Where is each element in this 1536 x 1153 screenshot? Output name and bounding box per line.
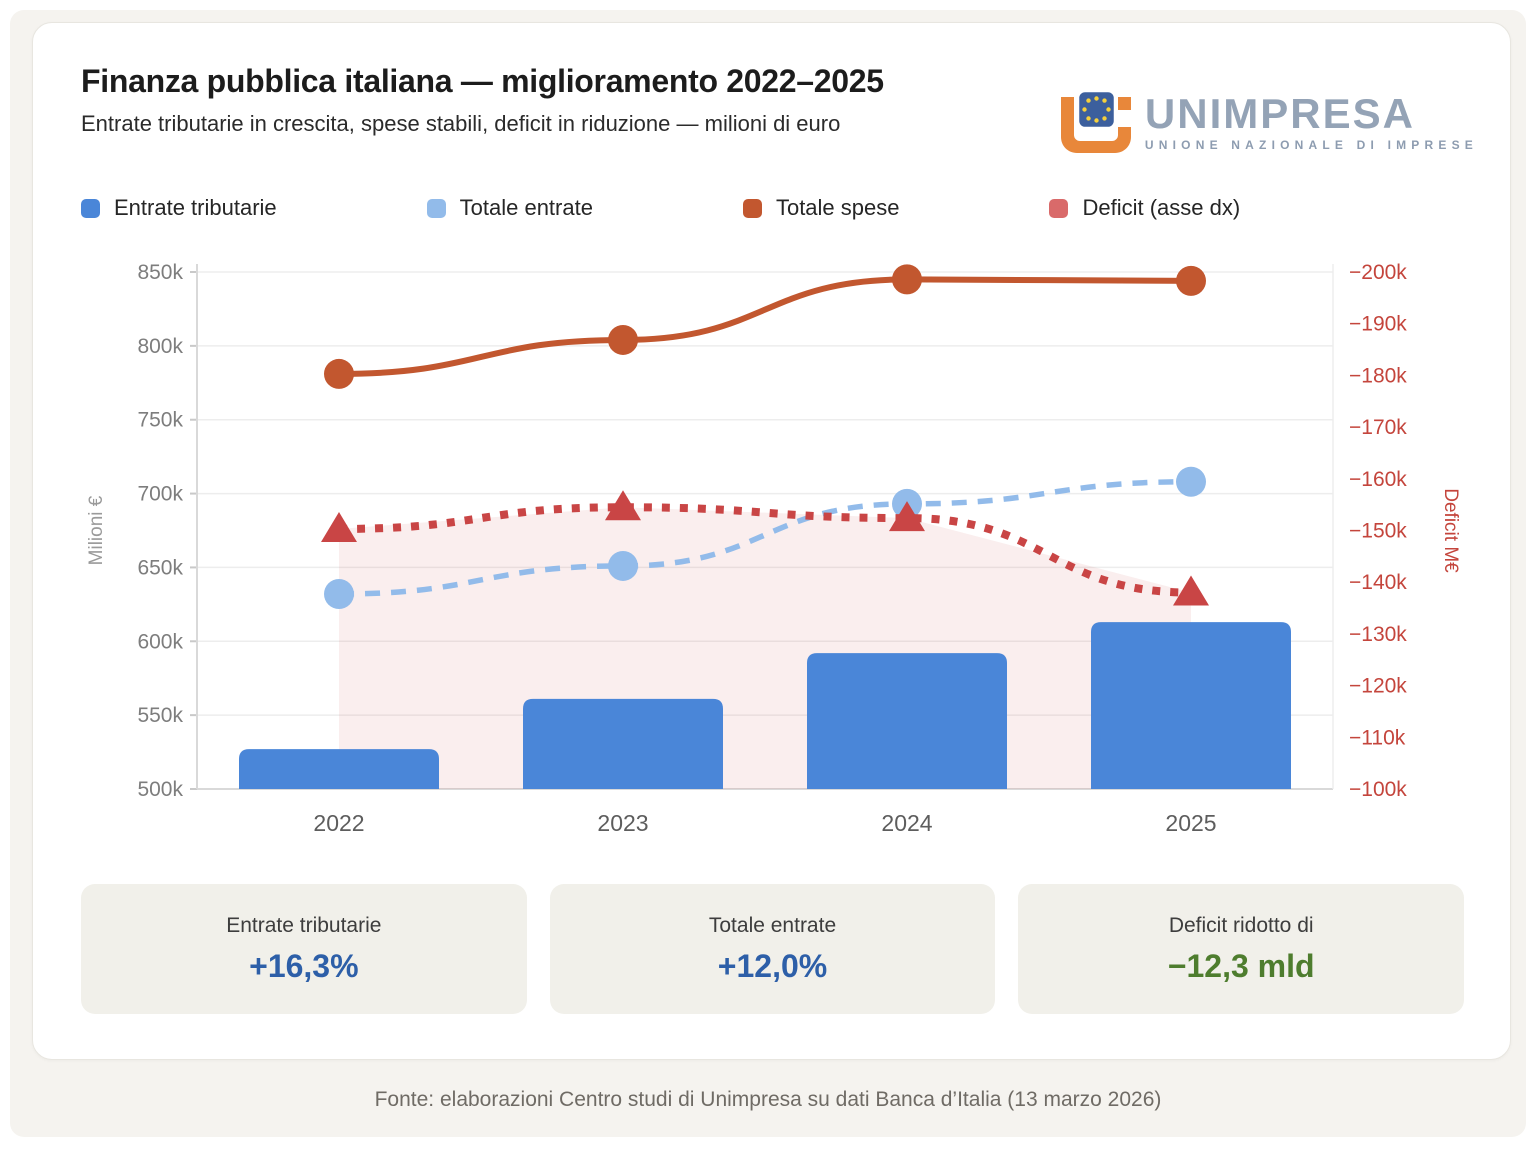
- legend-swatch-totale-entrate: [426, 198, 446, 218]
- chart-canvas: 850k 800k 750k 700k 650k 600k 550k 500k −200k −19…: [86, 261, 1461, 836]
- left-tick-label: 700k: [137, 483, 183, 506]
- entrate-point-2025: [1176, 466, 1206, 497]
- logo-tagline: UNIONE NAZIONALE DI IMPRESE: [1144, 138, 1478, 152]
- entrate-point-2022: [324, 579, 354, 610]
- page-subtitle: Entrate tributarie in crescita, spese st…: [81, 111, 841, 136]
- x-axis-label: 2025: [1165, 810, 1216, 831]
- deficit-area: [339, 507, 1191, 789]
- right-tick-label: −160k: [1349, 468, 1407, 491]
- legend-label: Totale spese: [775, 195, 900, 220]
- x-axis-label: 2023: [597, 810, 648, 831]
- stat-card-label: Entrate tributarie: [226, 913, 382, 937]
- right-tick-label: −100k: [1349, 778, 1407, 801]
- deficit-line: [338, 503, 1192, 597]
- legend-item-deficit[interactable]: Deficit (asse dx): [1049, 195, 1240, 221]
- right-tick-label: −140k: [1349, 571, 1407, 594]
- logo-name: UNIMPRESA: [1144, 90, 1415, 137]
- right-tick-label: −120k: [1349, 675, 1407, 698]
- left-tick-label: 600k: [137, 630, 183, 653]
- source-note: Fonte: elaborazioni Centro studi di Unim…: [374, 1088, 1162, 1111]
- spese-point-2024: [892, 264, 922, 295]
- stat-cards: Entrate tributarie +16,3% Totale entrate…: [81, 884, 1465, 1014]
- right-tick-label: −180k: [1349, 364, 1407, 387]
- deficit-point-2025: [1173, 575, 1209, 606]
- entrate-point-2023: [608, 550, 638, 581]
- stat-card-value: −12,3 mld: [1167, 947, 1315, 984]
- left-tick-label: 550k: [137, 704, 183, 727]
- left-tick-label: 650k: [137, 556, 183, 579]
- stat-card-deficit: Deficit ridotto di −12,3 mld: [1018, 884, 1465, 1014]
- deficit-point-2023: [605, 490, 641, 521]
- bar-2023: [523, 698, 723, 789]
- chart-panel: Finanza pubblica italiana — migliorament…: [32, 22, 1511, 1060]
- legend-swatch-entrate-tributarie: [81, 198, 100, 218]
- deficit-point-2024: [889, 501, 925, 532]
- left-tick-label: 750k: [137, 409, 183, 432]
- legend-label: Deficit (asse dx): [1082, 195, 1241, 220]
- page-title: Finanza pubblica italiana — migliorament…: [81, 63, 884, 99]
- left-tick-label: 500k: [137, 778, 183, 801]
- deficit-point-2022: [321, 511, 357, 542]
- bar-2024: [807, 653, 1007, 789]
- left-tick-label: 850k: [137, 261, 183, 284]
- right-tick-label: −170k: [1349, 416, 1407, 439]
- page-background: Finanza pubblica italiana — migliorament…: [10, 10, 1526, 1137]
- x-axis-label: 2022: [313, 810, 364, 831]
- right-tick-label: −130k: [1349, 623, 1407, 646]
- combo-chart: 850k 800k 750k 700k 650k 600k 550k 500k −200k −19…: [86, 251, 1461, 836]
- x-axis-label: 2024: [881, 810, 932, 831]
- right-tick-label: −190k: [1349, 313, 1407, 336]
- right-tick-label: −200k: [1349, 261, 1407, 284]
- unimpresa-logo: UNIMPRESA UNIONE NAZIONALE DI IMPRESE: [1057, 89, 1478, 158]
- right-tick-label: −150k: [1349, 520, 1407, 543]
- stat-card-label: Totale entrate: [708, 913, 837, 937]
- stat-card-totale-entrate: Totale entrate +12,0%: [549, 884, 996, 1014]
- legend-item-totale-spese[interactable]: Totale spese: [742, 195, 900, 221]
- chart-legend: Entrate tributarie Totale entrate Totale…: [81, 195, 1240, 221]
- stat-card-value: +12,0%: [717, 947, 828, 984]
- spese-line: [338, 276, 1192, 377]
- stat-card-entrate-tributarie: Entrate tributarie +16,3%: [81, 884, 527, 1014]
- unimpresa-logo-icon: [1057, 89, 1135, 158]
- spese-point-2023: [608, 324, 638, 355]
- bar-2022: [239, 749, 439, 789]
- legend-label: Totale entrate: [459, 195, 593, 220]
- legend-swatch-totale-spese: [742, 198, 762, 218]
- spese-point-2022: [324, 358, 354, 389]
- legend-label: Entrate tributarie: [114, 195, 277, 220]
- legend-swatch-deficit: [1049, 198, 1069, 218]
- bar-2025: [1091, 622, 1291, 789]
- stat-card-value: +16,3%: [249, 947, 359, 984]
- left-axis-title: Milioni €: [86, 495, 107, 565]
- right-axis-title: Deficit M€: [1440, 488, 1461, 573]
- left-tick-label: 800k: [137, 335, 183, 358]
- stat-card-label: Deficit ridotto di: [1168, 913, 1314, 937]
- legend-item-entrate-tributarie[interactable]: Entrate tributarie: [81, 195, 277, 221]
- legend-item-totale-entrate[interactable]: Totale entrate: [426, 195, 593, 221]
- spese-point-2025: [1176, 265, 1206, 296]
- right-tick-label: −110k: [1349, 726, 1406, 749]
